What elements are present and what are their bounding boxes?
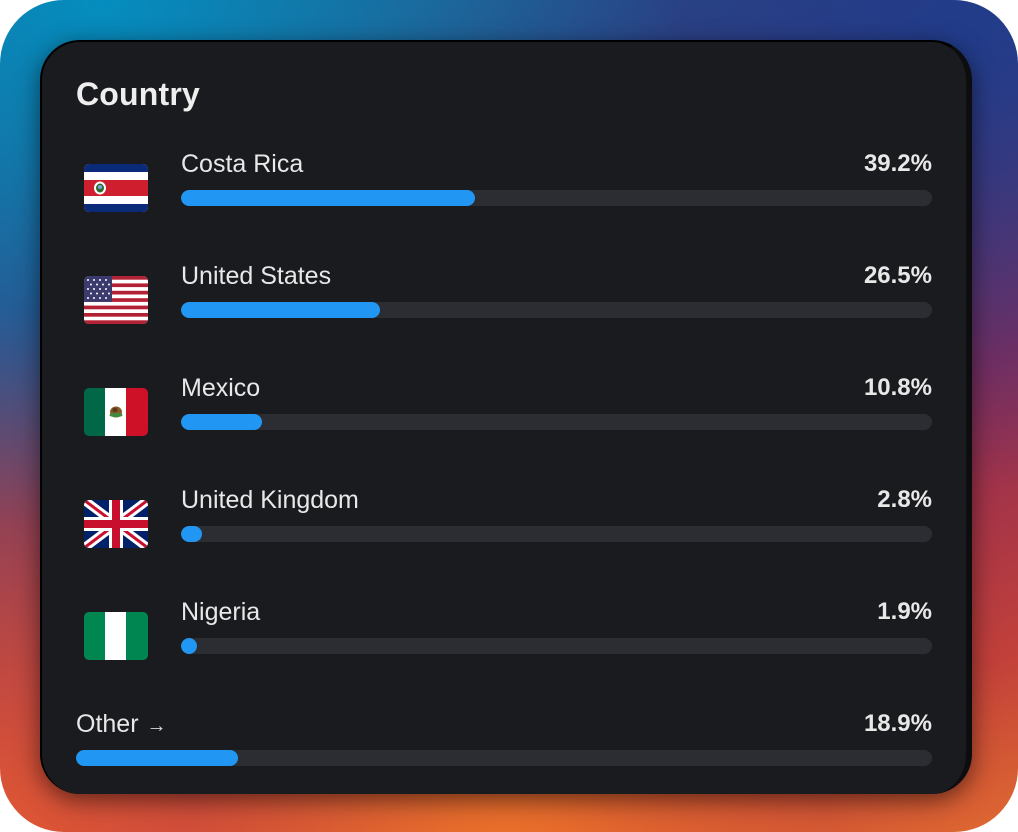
country-percent: 2.8% bbox=[877, 486, 932, 513]
other-label-group: Other → bbox=[76, 710, 167, 739]
country-row-united-states[interactable]: United States 26.5% bbox=[42, 256, 966, 336]
arrow-right-icon: → bbox=[146, 715, 167, 737]
costa-rica-flag-icon bbox=[84, 164, 148, 212]
country-percent: 10.8% bbox=[863, 374, 932, 401]
progress-fill bbox=[181, 414, 263, 430]
country-row-mexico[interactable]: Mexico 10.8% bbox=[42, 368, 966, 448]
progress-track bbox=[76, 750, 932, 766]
country-name: Costa Rica bbox=[181, 150, 304, 178]
other-label: Other bbox=[76, 710, 139, 738]
other-percent: 18.9% bbox=[863, 710, 932, 737]
progress-fill bbox=[181, 638, 197, 654]
country-name: United Kingdom bbox=[181, 486, 359, 514]
country-percent: 1.9% bbox=[877, 598, 932, 625]
progress-fill bbox=[181, 526, 203, 542]
country-row-nigeria[interactable]: Nigeria 1.9% bbox=[42, 592, 966, 672]
country-name: Nigeria bbox=[181, 598, 261, 626]
country-card: Country Costa Rica 39.2% bbox=[40, 40, 972, 794]
progress-track bbox=[181, 190, 932, 206]
progress-fill bbox=[181, 302, 380, 318]
mexico-flag-icon bbox=[84, 388, 148, 436]
country-percent: 26.5% bbox=[863, 262, 932, 289]
country-row-costa-rica[interactable]: Costa Rica 39.2% bbox=[42, 144, 966, 224]
progress-fill bbox=[76, 750, 238, 766]
country-name: United States bbox=[181, 262, 332, 290]
progress-track bbox=[181, 302, 932, 318]
country-row-united-kingdom[interactable]: United Kingdom 2.8% bbox=[42, 480, 966, 560]
progress-track bbox=[181, 638, 932, 654]
progress-track bbox=[181, 526, 932, 542]
other-countries-link[interactable]: Other → 18.9% bbox=[42, 704, 966, 784]
card-title: Country bbox=[76, 76, 201, 112]
united-kingdom-flag-icon bbox=[84, 500, 148, 548]
united-states-flag-icon bbox=[84, 276, 148, 324]
nigeria-flag-icon bbox=[84, 612, 148, 660]
country-name: Mexico bbox=[181, 374, 261, 402]
country-percent: 39.2% bbox=[863, 150, 932, 177]
progress-fill bbox=[181, 190, 476, 206]
progress-track bbox=[181, 414, 932, 430]
